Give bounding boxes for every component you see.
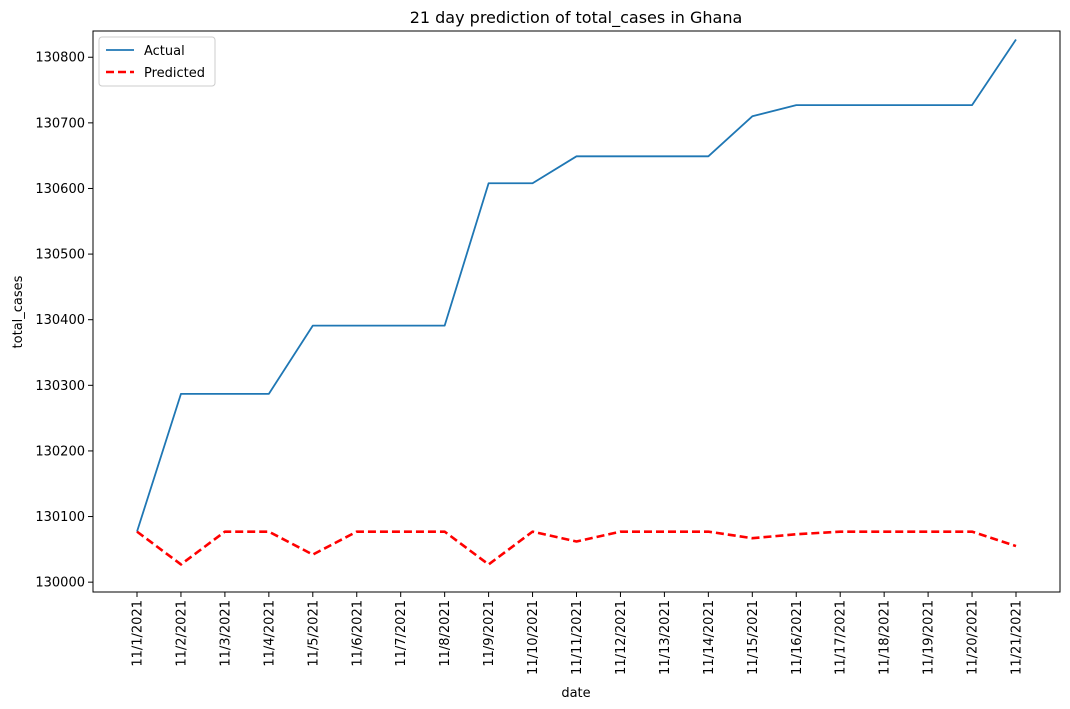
y-tick-label: 130600 bbox=[35, 182, 85, 197]
legend-label-actual: Actual bbox=[144, 44, 185, 59]
y-tick-label: 130100 bbox=[35, 510, 85, 525]
y-tick-label: 130300 bbox=[35, 379, 85, 394]
y-tick-label: 130800 bbox=[35, 51, 85, 66]
x-tick-label: 11/10/2021 bbox=[526, 600, 541, 675]
y-tick-label: 130200 bbox=[35, 444, 85, 459]
y-tick-label: 130000 bbox=[35, 576, 85, 591]
x-tick-label: 11/4/2021 bbox=[262, 600, 277, 667]
x-tick-label: 11/13/2021 bbox=[658, 600, 673, 675]
y-axis-label: total_cases bbox=[11, 275, 26, 348]
x-tick-label: 11/17/2021 bbox=[834, 600, 849, 675]
series-layer bbox=[136, 39, 1017, 566]
x-tick-label: 11/1/2021 bbox=[131, 600, 146, 667]
x-tick-label: 11/9/2021 bbox=[482, 600, 497, 667]
x-tick-label: 11/21/2021 bbox=[1010, 600, 1025, 675]
x-tick-label: 11/16/2021 bbox=[790, 600, 805, 675]
y-tick-label: 130500 bbox=[35, 248, 85, 263]
x-tick-label: 11/19/2021 bbox=[922, 600, 937, 675]
x-tick-label: 11/7/2021 bbox=[394, 600, 409, 667]
x-tick-label: 11/6/2021 bbox=[350, 600, 365, 667]
y-tick-label: 130700 bbox=[35, 116, 85, 131]
x-tick-label: 11/12/2021 bbox=[614, 600, 629, 675]
x-tick-label: 11/8/2021 bbox=[438, 600, 453, 667]
x-tick-label: 11/3/2021 bbox=[218, 600, 233, 667]
x-tick-label: 11/15/2021 bbox=[746, 600, 761, 675]
x-axis-label: date bbox=[561, 686, 590, 701]
y-axis: 130000 130100 130200 130300 130400 130500 1306… bbox=[35, 51, 93, 591]
chart-title: 21 day prediction of total_cases in Ghan… bbox=[410, 8, 743, 28]
legend: Actual Predicted bbox=[98, 36, 216, 87]
series-line-actual bbox=[136, 39, 1017, 532]
x-tick-label: 11/18/2021 bbox=[878, 600, 893, 675]
x-axis: 11/1/2021 11/2/2021 11/3/2021 11/4/2021 11/5… bbox=[131, 592, 1025, 675]
x-tick-label: 11/20/2021 bbox=[966, 600, 981, 675]
x-tick-label: 11/5/2021 bbox=[306, 600, 321, 667]
series-line-predicted bbox=[136, 530, 1017, 566]
y-tick-label: 130400 bbox=[35, 313, 85, 328]
x-tick-label: 11/2/2021 bbox=[174, 600, 189, 667]
x-tick-label: 11/14/2021 bbox=[702, 600, 717, 675]
legend-label-predicted: Predicted bbox=[144, 66, 205, 81]
plot-area bbox=[93, 31, 1060, 592]
x-tick-label: 11/11/2021 bbox=[570, 600, 585, 675]
